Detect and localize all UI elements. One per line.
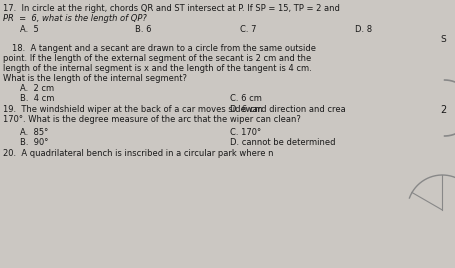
Text: 20.  A quadrilateral bench is inscribed in a circular park where n: 20. A quadrilateral bench is inscribed i… <box>3 149 273 158</box>
Text: S: S <box>439 35 445 44</box>
Text: 170°. What is the degree measure of the arc that the wiper can clean?: 170°. What is the degree measure of the … <box>3 115 300 124</box>
Text: 18.  A tangent and a secant are drawn to a circle from the same outside: 18. A tangent and a secant are drawn to … <box>12 44 315 53</box>
Text: B.  4 cm: B. 4 cm <box>20 94 54 103</box>
Text: 19.  The windshield wiper at the back of a car moves sideward direction and crea: 19. The windshield wiper at the back of … <box>3 105 345 114</box>
Text: D. 6 cm: D. 6 cm <box>229 105 262 114</box>
Text: What is the length of the internal segment?: What is the length of the internal segme… <box>3 74 187 83</box>
Text: D. 8: D. 8 <box>354 25 371 34</box>
Text: 17.  In circle at the right, chords QR and ST intersect at P. If SP = 15, TP = 2: 17. In circle at the right, chords QR an… <box>3 4 339 13</box>
Text: A.  85°: A. 85° <box>20 128 48 137</box>
Text: 2: 2 <box>439 105 445 115</box>
Text: A.  2 cm: A. 2 cm <box>20 84 54 93</box>
Text: D. cannot be determined: D. cannot be determined <box>229 138 335 147</box>
Text: length of the internal segment is x and the length of the tangent is 4 cm.: length of the internal segment is x and … <box>3 64 311 73</box>
Text: B. 6: B. 6 <box>135 25 151 34</box>
Text: B.  90°: B. 90° <box>20 138 48 147</box>
Text: PR  =  6, what is the length of QP?: PR = 6, what is the length of QP? <box>3 14 147 23</box>
Text: C. 6 cm: C. 6 cm <box>229 94 261 103</box>
Text: C. 170°: C. 170° <box>229 128 261 137</box>
Text: A.  5: A. 5 <box>20 25 39 34</box>
Text: C. 7: C. 7 <box>239 25 256 34</box>
Text: point. If the length of the external segment of the secant is 2 cm and the: point. If the length of the external seg… <box>3 54 311 63</box>
